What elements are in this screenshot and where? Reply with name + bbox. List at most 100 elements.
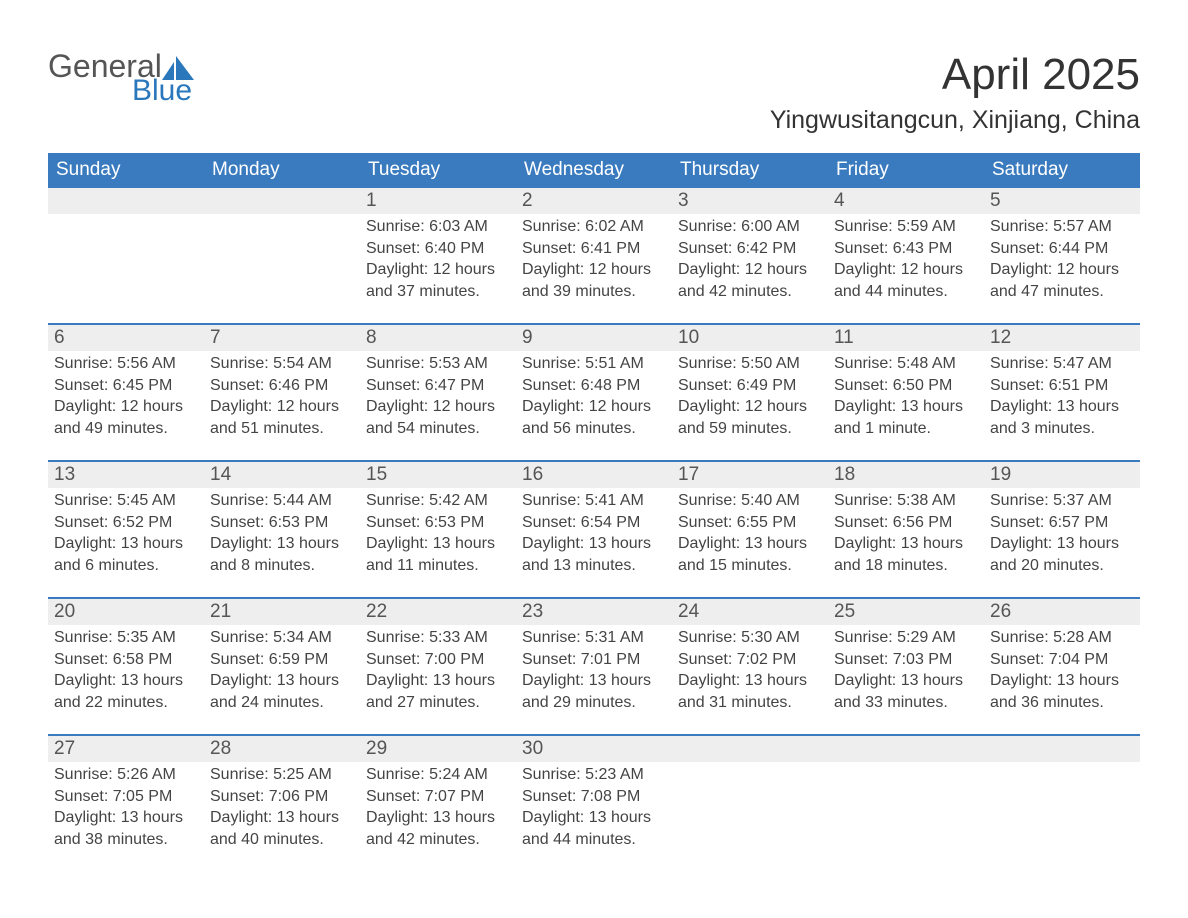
sunset-text: Sunset: 6:46 PM	[210, 375, 354, 397]
daylight-text: Daylight: 13 hours and 24 minutes.	[210, 670, 354, 713]
day-number: 25	[828, 599, 984, 625]
calendar-day: 14Sunrise: 5:44 AMSunset: 6:53 PMDayligh…	[204, 462, 360, 597]
sunset-text: Sunset: 6:41 PM	[522, 238, 666, 260]
daylight-text: Daylight: 12 hours and 56 minutes.	[522, 396, 666, 439]
calendar-day: 5Sunrise: 5:57 AMSunset: 6:44 PMDaylight…	[984, 188, 1140, 323]
day-number: 1	[360, 188, 516, 214]
daylight-text: Daylight: 13 hours and 27 minutes.	[366, 670, 510, 713]
dow-tuesday: Tuesday	[360, 153, 516, 188]
day-number: 24	[672, 599, 828, 625]
sunset-text: Sunset: 6:51 PM	[990, 375, 1134, 397]
calendar-day: 6Sunrise: 5:56 AMSunset: 6:45 PMDaylight…	[48, 325, 204, 460]
day-number: 22	[360, 599, 516, 625]
calendar-day: 29Sunrise: 5:24 AMSunset: 7:07 PMDayligh…	[360, 736, 516, 871]
sunrise-text: Sunrise: 5:28 AM	[990, 627, 1134, 649]
day-details: Sunrise: 5:47 AMSunset: 6:51 PMDaylight:…	[984, 351, 1140, 445]
day-details: Sunrise: 5:57 AMSunset: 6:44 PMDaylight:…	[984, 214, 1140, 308]
daylight-text: Daylight: 12 hours and 37 minutes.	[366, 259, 510, 302]
calendar-day: 23Sunrise: 5:31 AMSunset: 7:01 PMDayligh…	[516, 599, 672, 734]
day-number	[672, 736, 828, 762]
sunset-text: Sunset: 6:48 PM	[522, 375, 666, 397]
calendar-week: 27Sunrise: 5:26 AMSunset: 7:05 PMDayligh…	[48, 734, 1140, 871]
sunset-text: Sunset: 6:59 PM	[210, 649, 354, 671]
calendar-day: 2Sunrise: 6:02 AMSunset: 6:41 PMDaylight…	[516, 188, 672, 323]
calendar-day: 8Sunrise: 5:53 AMSunset: 6:47 PMDaylight…	[360, 325, 516, 460]
day-details: Sunrise: 5:42 AMSunset: 6:53 PMDaylight:…	[360, 488, 516, 582]
sunrise-text: Sunrise: 5:44 AM	[210, 490, 354, 512]
sunrise-text: Sunrise: 5:23 AM	[522, 764, 666, 786]
day-number: 23	[516, 599, 672, 625]
sunrise-text: Sunrise: 5:51 AM	[522, 353, 666, 375]
daylight-text: Daylight: 13 hours and 31 minutes.	[678, 670, 822, 713]
sunrise-text: Sunrise: 5:37 AM	[990, 490, 1134, 512]
sunrise-text: Sunrise: 5:26 AM	[54, 764, 198, 786]
sunrise-text: Sunrise: 5:30 AM	[678, 627, 822, 649]
sunrise-text: Sunrise: 5:45 AM	[54, 490, 198, 512]
sunset-text: Sunset: 6:53 PM	[210, 512, 354, 534]
day-details: Sunrise: 6:03 AMSunset: 6:40 PMDaylight:…	[360, 214, 516, 308]
day-details: Sunrise: 6:02 AMSunset: 6:41 PMDaylight:…	[516, 214, 672, 308]
day-details: Sunrise: 5:30 AMSunset: 7:02 PMDaylight:…	[672, 625, 828, 719]
daylight-text: Daylight: 12 hours and 47 minutes.	[990, 259, 1134, 302]
calendar-day: 17Sunrise: 5:40 AMSunset: 6:55 PMDayligh…	[672, 462, 828, 597]
calendar-day: 4Sunrise: 5:59 AMSunset: 6:43 PMDaylight…	[828, 188, 984, 323]
calendar-day: 11Sunrise: 5:48 AMSunset: 6:50 PMDayligh…	[828, 325, 984, 460]
daylight-text: Daylight: 13 hours and 44 minutes.	[522, 807, 666, 850]
header-row: General Blue April 2025 Yingwusitangcun,…	[48, 50, 1140, 135]
calendar-day: 30Sunrise: 5:23 AMSunset: 7:08 PMDayligh…	[516, 736, 672, 871]
location-subtitle: Yingwusitangcun, Xinjiang, China	[770, 106, 1140, 135]
day-number: 19	[984, 462, 1140, 488]
calendar-day	[48, 188, 204, 323]
day-details: Sunrise: 5:37 AMSunset: 6:57 PMDaylight:…	[984, 488, 1140, 582]
day-details: Sunrise: 5:40 AMSunset: 6:55 PMDaylight:…	[672, 488, 828, 582]
sunset-text: Sunset: 6:45 PM	[54, 375, 198, 397]
day-details: Sunrise: 5:33 AMSunset: 7:00 PMDaylight:…	[360, 625, 516, 719]
sunset-text: Sunset: 6:50 PM	[834, 375, 978, 397]
calendar-day: 22Sunrise: 5:33 AMSunset: 7:00 PMDayligh…	[360, 599, 516, 734]
sunrise-text: Sunrise: 5:25 AM	[210, 764, 354, 786]
sunset-text: Sunset: 6:44 PM	[990, 238, 1134, 260]
day-details: Sunrise: 5:45 AMSunset: 6:52 PMDaylight:…	[48, 488, 204, 582]
day-number: 11	[828, 325, 984, 351]
day-number: 27	[48, 736, 204, 762]
logo: General Blue	[48, 50, 196, 106]
calendar-day: 1Sunrise: 6:03 AMSunset: 6:40 PMDaylight…	[360, 188, 516, 323]
sunrise-text: Sunrise: 5:48 AM	[834, 353, 978, 375]
sunrise-text: Sunrise: 5:42 AM	[366, 490, 510, 512]
title-block: April 2025 Yingwusitangcun, Xinjiang, Ch…	[770, 50, 1140, 135]
calendar-day: 24Sunrise: 5:30 AMSunset: 7:02 PMDayligh…	[672, 599, 828, 734]
sunrise-text: Sunrise: 5:31 AM	[522, 627, 666, 649]
day-details: Sunrise: 5:59 AMSunset: 6:43 PMDaylight:…	[828, 214, 984, 308]
sunset-text: Sunset: 6:56 PM	[834, 512, 978, 534]
daylight-text: Daylight: 13 hours and 20 minutes.	[990, 533, 1134, 576]
daylight-text: Daylight: 13 hours and 38 minutes.	[54, 807, 198, 850]
daylight-text: Daylight: 12 hours and 44 minutes.	[834, 259, 978, 302]
calendar-day: 18Sunrise: 5:38 AMSunset: 6:56 PMDayligh…	[828, 462, 984, 597]
sunset-text: Sunset: 6:40 PM	[366, 238, 510, 260]
calendar-day: 12Sunrise: 5:47 AMSunset: 6:51 PMDayligh…	[984, 325, 1140, 460]
daylight-text: Daylight: 12 hours and 39 minutes.	[522, 259, 666, 302]
sunset-text: Sunset: 7:04 PM	[990, 649, 1134, 671]
calendar-day: 13Sunrise: 5:45 AMSunset: 6:52 PMDayligh…	[48, 462, 204, 597]
sunrise-text: Sunrise: 5:24 AM	[366, 764, 510, 786]
daylight-text: Daylight: 13 hours and 15 minutes.	[678, 533, 822, 576]
weeks-container: 1Sunrise: 6:03 AMSunset: 6:40 PMDaylight…	[48, 188, 1140, 871]
sunset-text: Sunset: 6:42 PM	[678, 238, 822, 260]
sunrise-text: Sunrise: 5:33 AM	[366, 627, 510, 649]
daylight-text: Daylight: 13 hours and 22 minutes.	[54, 670, 198, 713]
dow-friday: Friday	[828, 153, 984, 188]
calendar-week: 20Sunrise: 5:35 AMSunset: 6:58 PMDayligh…	[48, 597, 1140, 734]
dow-monday: Monday	[204, 153, 360, 188]
day-number: 9	[516, 325, 672, 351]
dow-thursday: Thursday	[672, 153, 828, 188]
sunset-text: Sunset: 7:08 PM	[522, 786, 666, 808]
page-title: April 2025	[770, 50, 1140, 100]
day-number: 7	[204, 325, 360, 351]
sunrise-text: Sunrise: 6:00 AM	[678, 216, 822, 238]
daylight-text: Daylight: 12 hours and 49 minutes.	[54, 396, 198, 439]
calendar: Sunday Monday Tuesday Wednesday Thursday…	[48, 153, 1140, 871]
calendar-week: 6Sunrise: 5:56 AMSunset: 6:45 PMDaylight…	[48, 323, 1140, 460]
day-details: Sunrise: 5:51 AMSunset: 6:48 PMDaylight:…	[516, 351, 672, 445]
day-details: Sunrise: 5:23 AMSunset: 7:08 PMDaylight:…	[516, 762, 672, 856]
daylight-text: Daylight: 13 hours and 42 minutes.	[366, 807, 510, 850]
